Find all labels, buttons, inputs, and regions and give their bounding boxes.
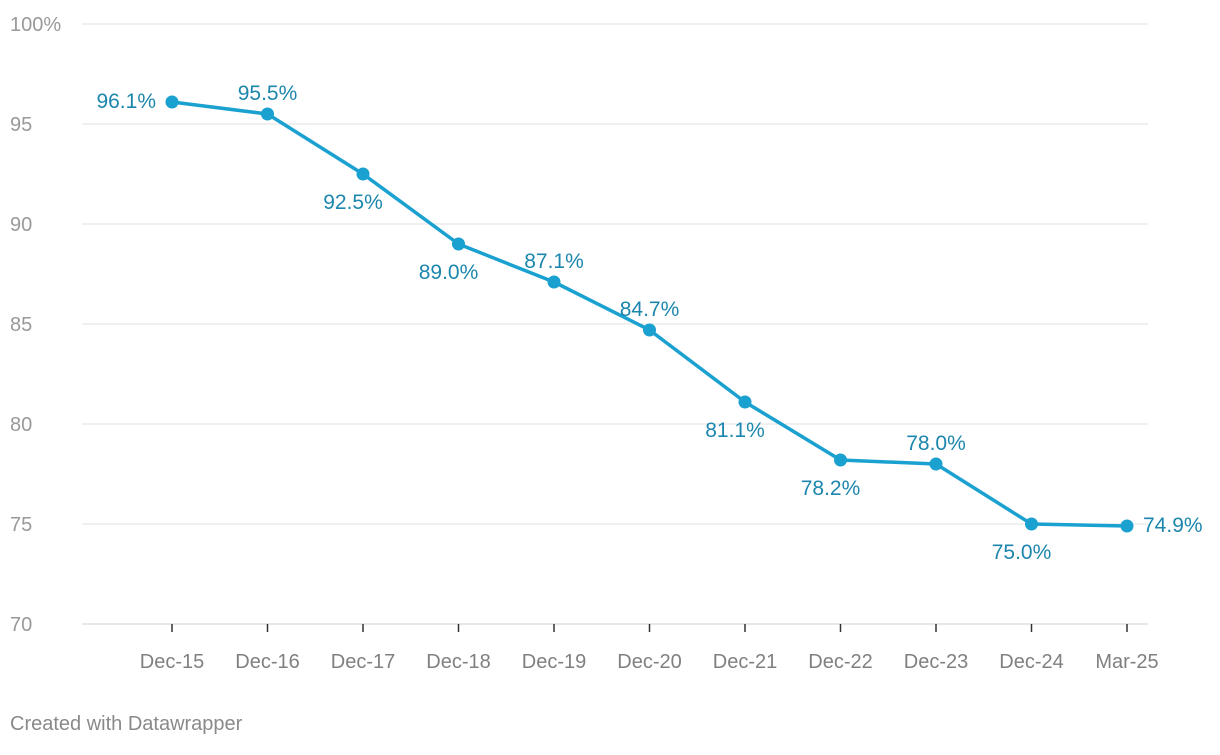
x-tick-label: Dec-19 bbox=[522, 651, 586, 673]
y-tick-label: 75 bbox=[10, 514, 32, 536]
data-point bbox=[929, 457, 943, 471]
data-point bbox=[1025, 517, 1038, 531]
data-label: 74.9% bbox=[1143, 514, 1203, 537]
y-tick-label: 100% bbox=[10, 14, 61, 36]
y-tick-label: 90 bbox=[10, 214, 32, 236]
data-point bbox=[261, 107, 274, 121]
series-layer bbox=[165, 95, 1134, 533]
data-label: 92.5% bbox=[323, 191, 383, 214]
y-tick-label: 70 bbox=[10, 614, 32, 636]
data-point bbox=[547, 275, 561, 289]
data-point bbox=[643, 323, 656, 337]
data-point bbox=[834, 453, 847, 467]
x-tick-label: Dec-15 bbox=[140, 651, 204, 673]
data-labels: 96.1% 95.5% 92.5% 89.0% 87.1% 84.7% 81.1% 78.2%… bbox=[96, 82, 1202, 564]
y-tick-label: 85 bbox=[10, 314, 32, 336]
x-tick-label: Dec-24 bbox=[999, 651, 1063, 673]
data-point bbox=[452, 237, 465, 251]
x-axis: Dec-15 Dec-16 Dec-17 Dec-18 Dec-19 Dec-20 Dec-… bbox=[140, 624, 1159, 673]
x-tick-label: Mar-25 bbox=[1095, 651, 1158, 673]
data-label: 89.0% bbox=[419, 261, 479, 284]
y-axis: 100% 95 90 85 80 75 70 bbox=[10, 14, 61, 636]
data-point bbox=[1120, 519, 1134, 533]
data-label: 96.1% bbox=[96, 90, 156, 113]
data-label: 87.1% bbox=[524, 250, 584, 273]
data-label: 84.7% bbox=[620, 298, 680, 321]
y-tick-label: 80 bbox=[10, 414, 32, 436]
credit-text: Created with Datawrapper bbox=[10, 713, 243, 735]
y-tick-label: 95 bbox=[10, 114, 32, 136]
x-tick-label: Dec-22 bbox=[808, 651, 872, 673]
data-point bbox=[165, 95, 179, 109]
data-label: 78.2% bbox=[801, 477, 861, 500]
x-tick-label: Dec-17 bbox=[331, 651, 395, 673]
data-point bbox=[356, 167, 370, 181]
x-tick-label: Dec-18 bbox=[426, 651, 490, 673]
grid-layer bbox=[82, 23, 1148, 625]
x-tick-label: Dec-16 bbox=[235, 651, 299, 673]
data-label: 81.1% bbox=[705, 419, 765, 442]
x-tick-label: Dec-20 bbox=[617, 651, 681, 673]
x-tick-label: Dec-23 bbox=[904, 651, 968, 673]
data-label: 95.5% bbox=[238, 82, 298, 105]
data-label: 78.0% bbox=[906, 432, 966, 455]
x-tick-label: Dec-21 bbox=[713, 651, 777, 673]
data-point bbox=[738, 395, 752, 409]
data-label: 75.0% bbox=[992, 541, 1052, 564]
